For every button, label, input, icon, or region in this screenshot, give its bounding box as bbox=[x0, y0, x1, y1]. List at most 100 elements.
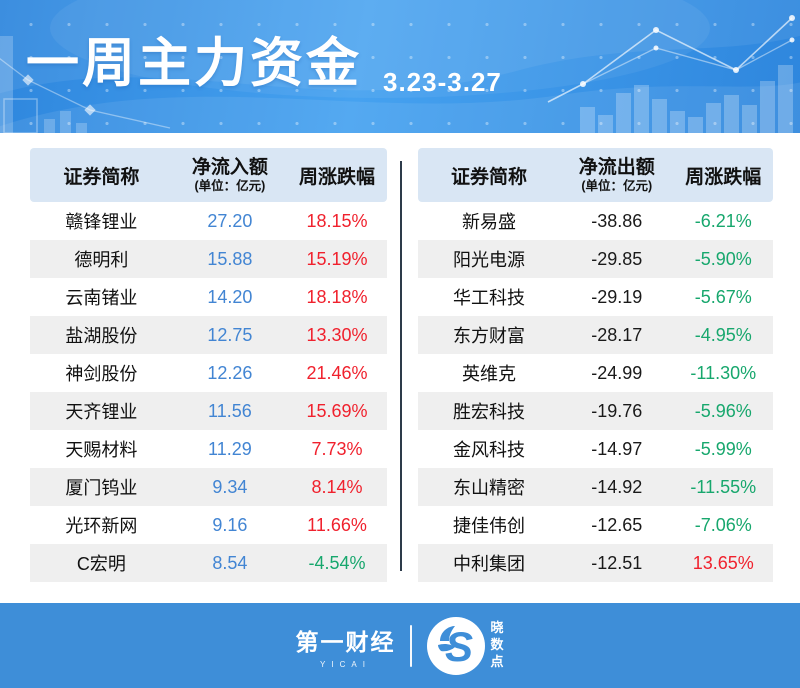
stock-name: 阳光电源 bbox=[453, 250, 525, 270]
column-header-amount-unit: (单位：亿元) bbox=[581, 178, 653, 193]
weekly-change: -5.99% bbox=[694, 438, 752, 459]
flow-amount: 9.34 bbox=[212, 476, 248, 497]
table-row: 中利集团 -12.51 13.65% bbox=[418, 544, 773, 582]
table-row: 英维克 -24.99 -11.30% bbox=[418, 354, 773, 392]
flow-amount: -29.19 bbox=[591, 286, 643, 307]
flow-amount: 14.20 bbox=[207, 286, 253, 307]
weekly-change: -4.54% bbox=[308, 552, 366, 573]
xiaoshudian-circle-icon: S bbox=[427, 616, 486, 675]
outflow-table-header: 证券简称 净流出额 (单位：亿元) 周涨跌幅 bbox=[418, 148, 773, 202]
table-row: C宏明 8.54 -4.54% bbox=[30, 544, 387, 582]
table-row: 天齐锂业 11.56 15.69% bbox=[30, 392, 387, 430]
flow-amount: -28.17 bbox=[591, 324, 643, 345]
table-row: 胜宏科技 -19.76 -5.96% bbox=[418, 392, 773, 430]
table-row: 东山精密 -14.92 -11.55% bbox=[418, 468, 773, 506]
flow-amount: -38.86 bbox=[591, 210, 643, 231]
weekly-change: 18.18% bbox=[306, 286, 368, 307]
flow-amount: 12.75 bbox=[207, 324, 253, 345]
inflow-table: 证券简称 净流入额 (单位：亿元) 周涨跌幅 赣锋锂业 27.20 18.15% 德明… bbox=[30, 148, 387, 582]
flow-amount: -24.99 bbox=[591, 362, 643, 383]
flow-amount: 27.20 bbox=[207, 210, 253, 231]
yicai-logo: 第一财经 YICAI bbox=[295, 623, 395, 669]
weekly-change: 15.19% bbox=[306, 248, 368, 269]
weekly-change: -5.90% bbox=[694, 248, 752, 269]
yicai-logo-text: 第一财经 bbox=[295, 628, 396, 655]
stock-name: 捷佳伟创 bbox=[453, 516, 525, 536]
table-row: 神剑股份 12.26 21.46% bbox=[30, 354, 387, 392]
stock-name: 华工科技 bbox=[453, 288, 525, 308]
footer-divider bbox=[410, 624, 413, 667]
outflow-table-body: 新易盛 -38.86 -6.21% 阳光电源 -29.85 -5.90% 华工科技 -29.1… bbox=[418, 202, 773, 582]
weekly-change: 8.14% bbox=[311, 476, 363, 497]
stock-name: 天赐材料 bbox=[65, 440, 138, 460]
stock-name: 光环新网 bbox=[65, 516, 138, 536]
table-row: 金风科技 -14.97 -5.99% bbox=[418, 430, 773, 468]
stock-name: 云南锗业 bbox=[65, 288, 138, 308]
stock-name: 神剑股份 bbox=[65, 364, 138, 384]
partner-char: 点 bbox=[490, 653, 505, 669]
weekly-change: -4.95% bbox=[694, 324, 752, 345]
flow-amount: -12.65 bbox=[591, 514, 643, 535]
weekly-change: -7.06% bbox=[694, 514, 752, 535]
table-row: 捷佳伟创 -12.65 -7.06% bbox=[418, 506, 773, 544]
xiaoshudian-logo: S 晓 数 点 bbox=[427, 616, 504, 675]
weekly-change: -11.30% bbox=[690, 362, 757, 383]
column-header-amount: 净流入额 (单位：亿元) bbox=[173, 157, 287, 193]
table-row: 东方财富 -28.17 -4.95% bbox=[418, 316, 773, 354]
column-header-amount-label: 净流出额 bbox=[578, 156, 655, 178]
flow-amount: 9.16 bbox=[212, 514, 248, 535]
flow-amount: 12.26 bbox=[207, 362, 253, 383]
table-row: 光环新网 9.16 11.66% bbox=[30, 506, 387, 544]
dot-grid-pattern bbox=[0, 0, 800, 133]
logo-s-letter: S bbox=[445, 623, 473, 670]
stock-name: 英维克 bbox=[462, 364, 516, 384]
table-row: 云南锗业 14.20 18.18% bbox=[30, 278, 387, 316]
table-row: 天赐材料 11.29 7.73% bbox=[30, 430, 387, 468]
xiaoshudian-text: 晓 数 点 bbox=[490, 620, 504, 671]
weekly-change: -6.21% bbox=[694, 210, 752, 231]
table-row: 阳光电源 -29.85 -5.90% bbox=[418, 240, 773, 278]
table-row: 赣锋锂业 27.20 18.15% bbox=[30, 202, 387, 240]
weekly-change: 21.46% bbox=[306, 362, 368, 383]
column-header-name: 证券简称 bbox=[450, 166, 527, 188]
content-panel: 证券简称 净流入额 (单位：亿元) 周涨跌幅 赣锋锂业 27.20 18.15% 德明… bbox=[18, 133, 782, 603]
weekly-change: 18.15% bbox=[306, 210, 368, 231]
weekly-change: -5.96% bbox=[694, 400, 752, 421]
table-row: 厦门钨业 9.34 8.14% bbox=[30, 468, 387, 506]
stock-name: 赣锋锂业 bbox=[65, 212, 138, 232]
flow-amount: -14.92 bbox=[591, 476, 643, 497]
flow-amount: 11.29 bbox=[208, 438, 252, 459]
column-header-change: 周涨跌幅 bbox=[685, 166, 762, 188]
flow-amount: -14.97 bbox=[591, 438, 643, 459]
column-header-amount: 净流出额 (单位：亿元) bbox=[560, 157, 674, 193]
weekly-change: 13.65% bbox=[692, 552, 754, 573]
inflow-table-body: 赣锋锂业 27.20 18.15% 德明利 15.88 15.19% 云南锗业 14.20 18… bbox=[30, 202, 387, 582]
stock-name: 胜宏科技 bbox=[453, 402, 525, 422]
stock-name: 中利集团 bbox=[453, 554, 525, 574]
flow-amount: 8.54 bbox=[212, 552, 248, 573]
weekly-change: -11.55% bbox=[690, 476, 757, 497]
table-row: 盐湖股份 12.75 13.30% bbox=[30, 316, 387, 354]
flow-amount: -29.85 bbox=[591, 248, 643, 269]
weekly-change: 11.66% bbox=[307, 514, 367, 535]
column-header-amount-unit: (单位：亿元) bbox=[194, 178, 266, 193]
date-range: 3.23-3.27 bbox=[383, 67, 502, 97]
weekly-change: 15.69% bbox=[306, 400, 368, 421]
table-row: 新易盛 -38.86 -6.21% bbox=[418, 202, 773, 240]
weekly-change: 7.73% bbox=[311, 438, 363, 459]
flow-amount: 15.88 bbox=[207, 248, 253, 269]
stock-name: 厦门钨业 bbox=[65, 478, 138, 498]
stock-name: C宏明 bbox=[76, 554, 126, 574]
table-divider bbox=[400, 161, 402, 571]
outflow-table: 证券简称 净流出额 (单位：亿元) 周涨跌幅 新易盛 -38.86 -6.21% 阳光… bbox=[418, 148, 773, 582]
stock-name: 东山精密 bbox=[453, 478, 525, 498]
stock-name: 德明利 bbox=[74, 250, 129, 270]
flow-amount: -12.51 bbox=[591, 552, 643, 573]
table-row: 华工科技 -29.19 -5.67% bbox=[418, 278, 773, 316]
weekly-change: -5.67% bbox=[694, 286, 752, 307]
flow-amount: -19.76 bbox=[591, 400, 643, 421]
stock-name: 盐湖股份 bbox=[65, 326, 138, 346]
column-header-amount-label: 净流入额 bbox=[191, 156, 268, 178]
stock-name: 天齐锂业 bbox=[65, 402, 138, 422]
column-header-name: 证券简称 bbox=[63, 166, 140, 188]
